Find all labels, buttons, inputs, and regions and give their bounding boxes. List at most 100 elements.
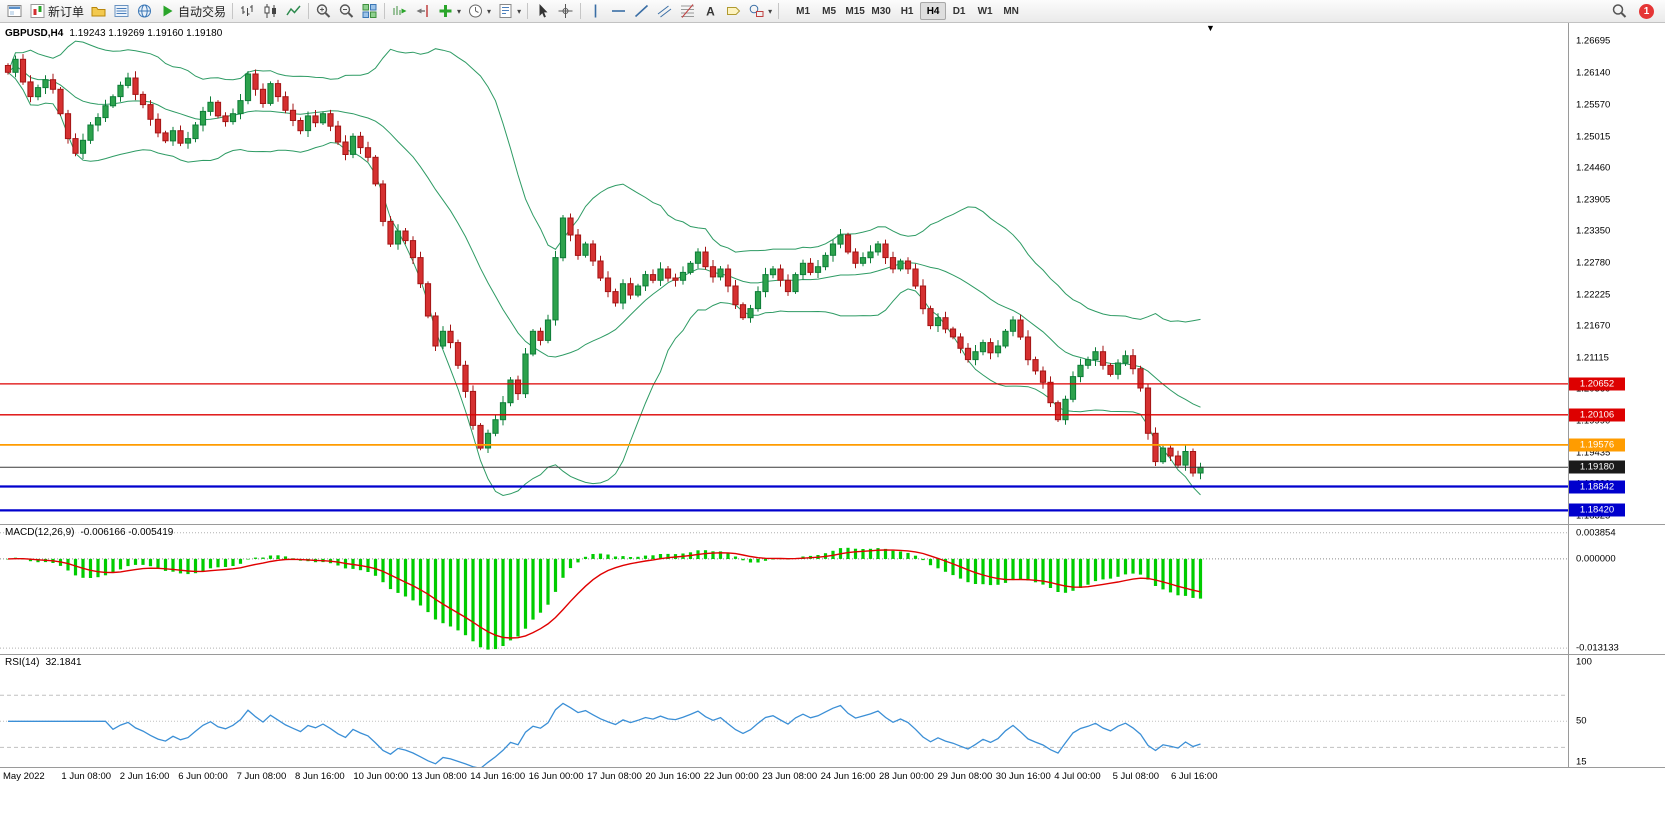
macd-scale-label: 0.000000 [1576,553,1616,565]
time-axis-label: 24 Jun 16:00 [820,771,876,782]
timeframe-h1-button[interactable]: H1 [900,5,914,17]
template-icon [499,4,512,18]
new-order-button[interactable]: 新订单 [26,1,87,21]
profiles-button[interactable] [87,1,110,21]
rsi-scale-label: 100 [1576,656,1592,668]
symbol-ohlc-values: 1.19243 1.19269 1.19160 1.19180 [69,28,223,39]
time-axis-label: 13 Jun 08:00 [411,771,467,782]
search-button[interactable] [1608,1,1631,21]
price-scale-label: 1.22225 [1576,289,1611,301]
timeframe-m5-button[interactable]: M5 [822,5,837,17]
add-indicator-button[interactable]: ▾ [434,1,464,21]
vertical-line-button[interactable] [584,1,607,21]
chart-shift-icon [416,5,428,17]
candles-bullish [12,55,1204,480]
timeframe-mn-button[interactable]: MN [1003,5,1019,17]
rsi-value: 32.1841 [45,657,82,668]
toolbar-separator [384,3,386,19]
zoom-in-icon [316,4,331,18]
dropdown-caret-icon: ▾ [487,6,492,16]
time-axis-label: 16 Jun 00:00 [528,771,584,782]
price-badge: 1.19180 [1569,460,1625,474]
profiles-icon [91,7,106,17]
price-scale-label: 1.26695 [1576,35,1611,47]
zoom-out-icon [339,4,354,18]
time-axis-label: 30 Jun 16:00 [995,771,1051,782]
label-button[interactable] [722,1,745,21]
time-axis-label: 14 Jun 16:00 [470,771,526,782]
time-axis-label: 5 Jul 08:00 [1112,771,1160,782]
price-badge: 1.20106 [1569,408,1625,422]
timeframe-switcher: M1 M5 M15 M30 H1 H4 D1 W1 MN [790,2,1024,20]
rsi-line [8,702,1201,767]
price-scale-label: 1.23350 [1576,225,1611,237]
price-scale-label: 1.22780 [1576,257,1611,269]
price-scale-label: 1.19990 [1576,415,1611,427]
terminal-button[interactable] [3,1,26,21]
template-button[interactable]: ▾ [494,1,524,21]
time-axis-label: 17 Jun 08:00 [587,771,642,782]
zoom-out-button[interactable] [335,1,358,21]
cursor-button[interactable] [531,1,554,21]
timeframe-m15-button[interactable]: M15 [845,5,865,17]
timeframe-d1-button[interactable]: D1 [952,5,966,17]
bollinger-bands [7,40,1201,497]
toolbar-separator [778,3,780,19]
time-axis-label: 1 Jun 08:00 [61,771,112,782]
zoom-in-button[interactable] [312,1,335,21]
auto-scroll-icon [393,6,407,15]
time-axis-label: 7 Jun 08:00 [236,771,287,782]
new-order-icon [30,4,45,18]
candles-bearish [4,54,1197,477]
price-scale-label: 1.24460 [1576,162,1611,174]
text-button[interactable]: A [699,1,722,21]
channel-button[interactable] [653,1,676,21]
market-watch-button[interactable] [110,1,133,21]
macd-label: MACD(12,26,9) [5,527,75,538]
trendline-button[interactable] [630,1,653,21]
notification-badge[interactable]: 1 [1639,3,1654,19]
fibonacci-button[interactable] [676,1,699,21]
price-badge: 1.20652 [1569,377,1625,391]
dropdown-caret-icon: ▾ [457,6,462,16]
crosshair-icon [558,4,573,18]
shapes-icon [749,4,764,17]
line-chart-icon [286,5,301,16]
channel-icon [657,5,672,18]
price-scale-label: 1.25015 [1576,131,1611,143]
rsi-scale-label: 15 [1576,756,1587,768]
timeframe-h4-button[interactable]: H4 [920,2,947,20]
crosshair-button[interactable] [554,1,577,21]
timeframe-w1-button[interactable]: W1 [977,5,993,17]
rsi-header: RSI(14) 32.1841 [5,657,82,668]
period-button[interactable]: ▾ [464,1,494,21]
time-axis-label: 20 Jun 16:00 [645,771,701,782]
timeframe-m1-button[interactable]: M1 [796,5,811,17]
auto-scroll-button[interactable] [388,1,411,21]
horizontal-line-button[interactable] [607,1,630,21]
line-chart-button[interactable] [282,1,305,21]
price-scale-label: 1.23905 [1576,194,1611,205]
timeframe-m30-button[interactable]: M30 [871,5,891,17]
shapes-button[interactable]: ▾ [745,1,775,21]
bar-chart-button[interactable] [236,1,259,21]
candlestick-chart-button[interactable] [259,1,282,21]
time-axis-label: May 2022 [3,771,45,782]
chart-shift-button[interactable] [411,1,434,21]
tile-windows-icon [362,4,377,18]
auto-trading-button[interactable]: 自动交易 [156,1,229,21]
price-badge: 1.19576 [1569,438,1625,452]
macd-values: -0.006166 -0.005419 [80,527,174,538]
price-badge: 1.18420 [1569,503,1625,517]
toolbar: 新订单 自动交易 ▾ ▾ ▾ A ▾ M1 M5 M15 M30 H1 H4 D1 W1 MN 1 [0,0,1665,23]
chart-shift-marker-icon[interactable]: ▼ [1206,23,1215,33]
macd-histogram [6,547,1203,650]
market-watch-icon [114,5,129,17]
tile-windows-button[interactable] [358,1,381,21]
terminal-icon [7,5,22,17]
search-icon [1612,4,1627,18]
period-icon [469,4,483,18]
community-button[interactable] [133,1,156,21]
